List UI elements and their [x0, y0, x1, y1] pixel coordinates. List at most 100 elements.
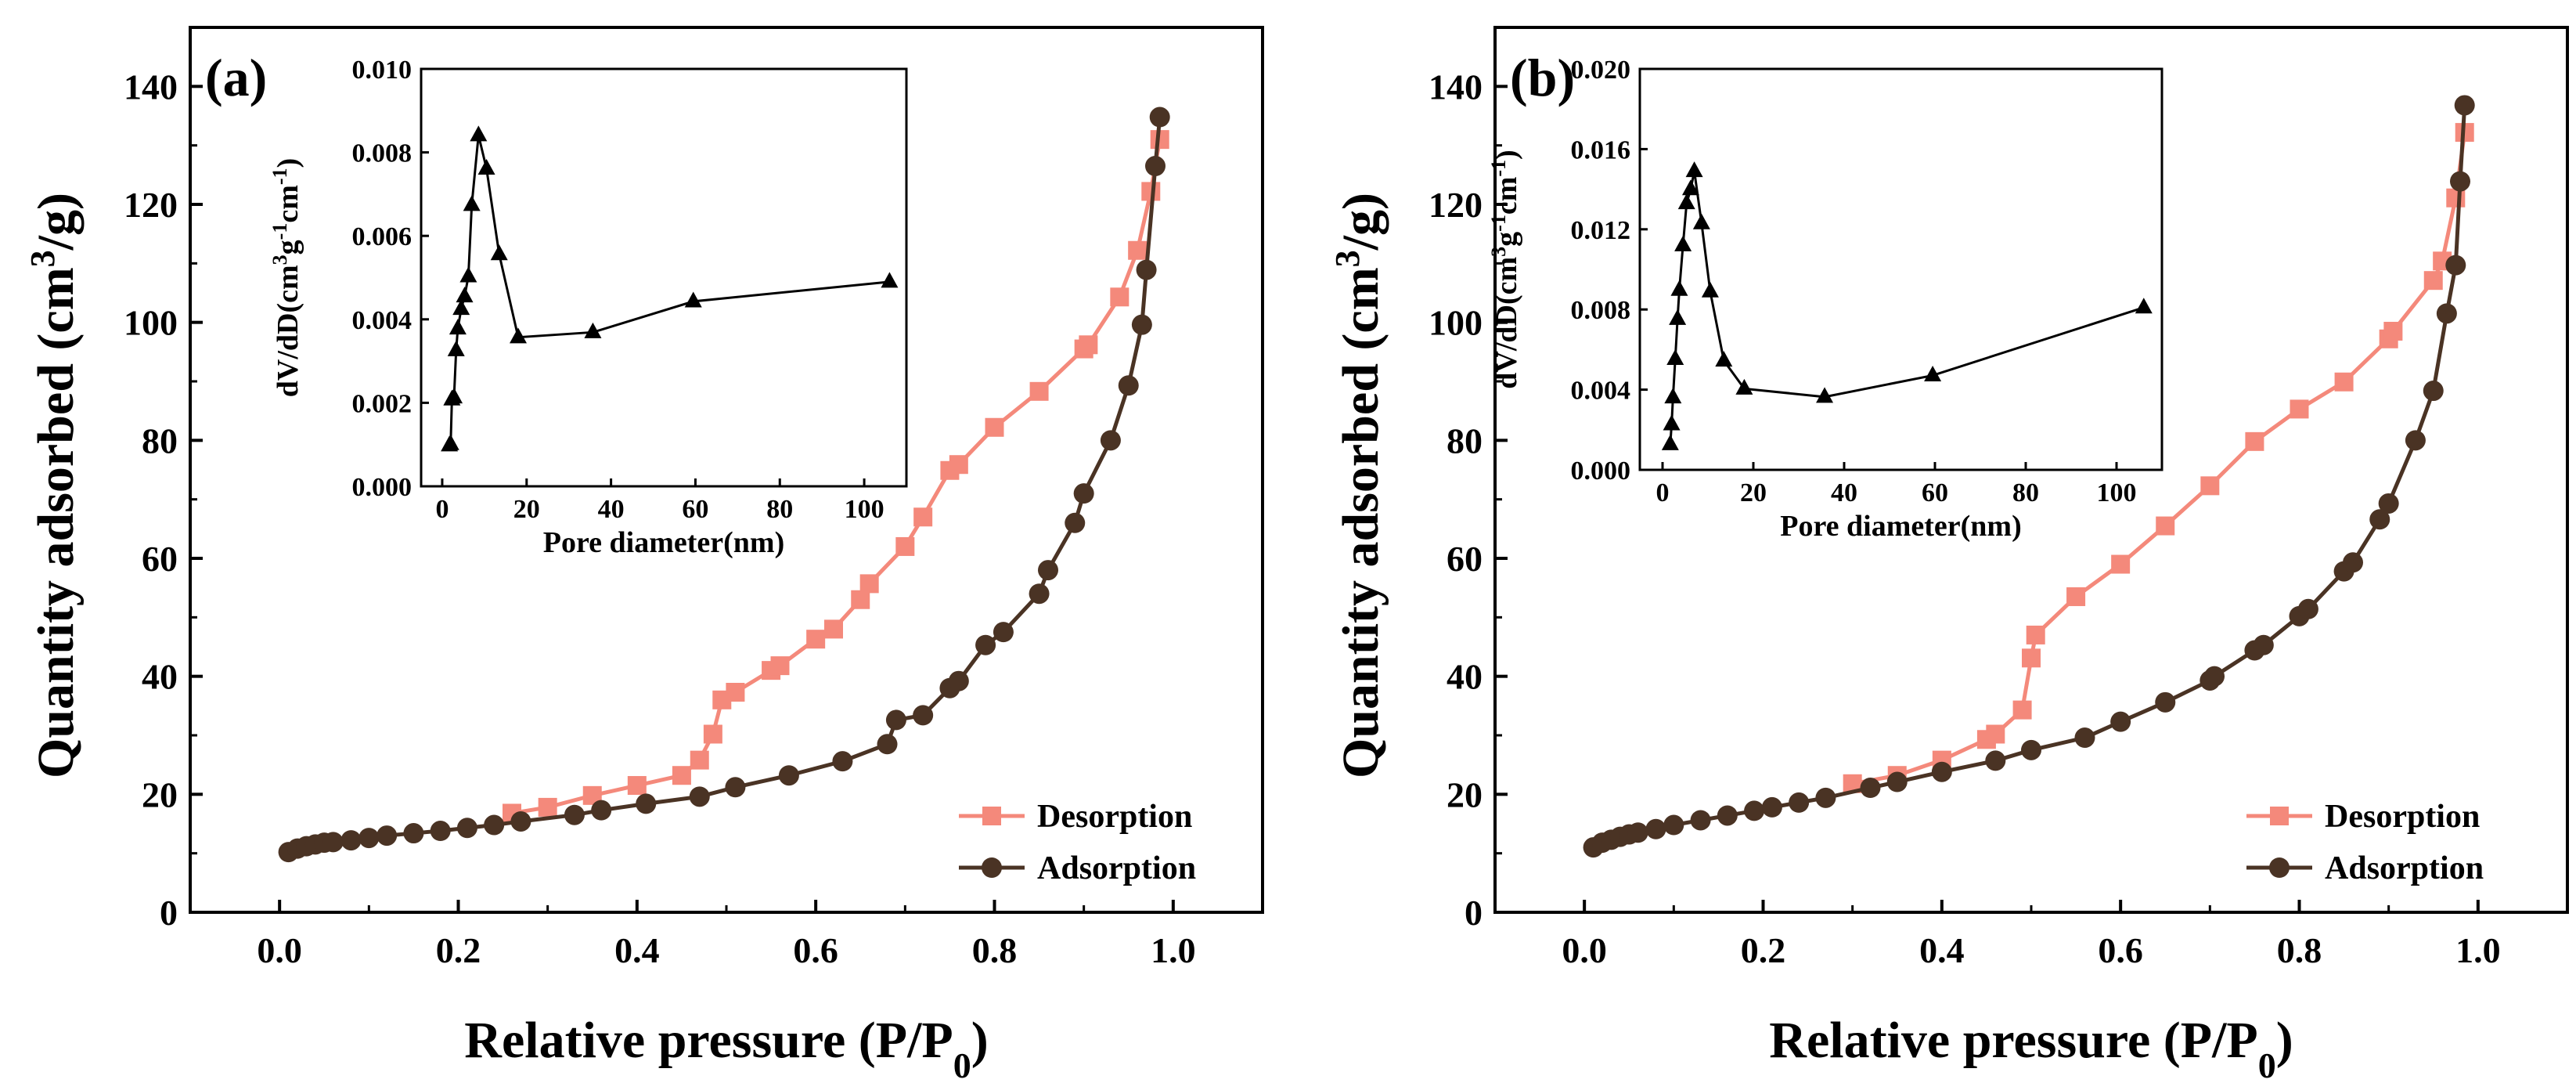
data-point-adsorption [376, 825, 398, 847]
series-adsorption [1583, 95, 2475, 858]
data-point-adsorption [358, 828, 380, 849]
inset-data-point [452, 299, 470, 316]
data-point-desorption [1986, 724, 2005, 744]
x-axis-title: Relative pressure (P/P0) [464, 1012, 988, 1083]
inset-data-point [1670, 280, 1688, 296]
data-point-desorption [1029, 381, 1049, 401]
data-point-desorption [1079, 335, 1098, 355]
inset-data-point [490, 244, 508, 261]
x-tick-label: 0.0 [257, 930, 302, 970]
inset-data-point [1924, 366, 1942, 382]
data-point-adsorption [778, 765, 799, 786]
data-point-desorption [2200, 476, 2220, 496]
inset-data-point [1701, 281, 1719, 298]
y-axis-title-text: Quantity adsorbed (cm [1332, 267, 1389, 778]
inset-y-axis-title-mid: cm [272, 185, 304, 223]
data-point-adsorption [1100, 430, 1121, 451]
data-point-adsorption [877, 734, 898, 755]
data-point-desorption [913, 507, 933, 527]
inset-data-point [463, 195, 481, 211]
inset-data-point [584, 322, 602, 338]
inset-data-point [2135, 298, 2153, 314]
chart-panel-b: 0.0 0.2 0.4 0.6 0.8 1.0 0 20 40 60 80 100 120 140 Rela… [1328, 26, 2569, 1083]
x-axis-title-end: ) [2276, 1012, 2293, 1069]
data-point-adsorption [1118, 375, 1139, 396]
inset-data-point [881, 272, 899, 288]
inset-y-tick-label: 0.000 [1571, 457, 1631, 486]
data-point-adsorption [2405, 430, 2426, 451]
x-axis-title-text: Relative pressure (P/P [464, 1012, 953, 1069]
legend-label-desorption: Desorption [1037, 799, 1192, 835]
data-point-adsorption [636, 793, 657, 814]
data-point-desorption [627, 776, 647, 796]
inset-x-tick-label: 0 [435, 495, 449, 524]
legend-label-adsorption: Adsorption [2325, 850, 2484, 886]
y-tick-label: 120 [124, 185, 178, 225]
inset-y-axis-title-end: ) [272, 158, 304, 168]
inset-x-axis-title: Pore diameter(nm) [543, 526, 784, 559]
inset-data-point [1661, 434, 1679, 450]
inset-data-point [1692, 213, 1710, 229]
x-tick-label: 0.0 [1562, 930, 1607, 970]
data-point-adsorption [1789, 792, 1810, 813]
y-tick-label: 0 [1465, 893, 1483, 933]
data-point-adsorption [689, 786, 710, 807]
data-point-desorption [949, 455, 968, 475]
y-tick-label: 80 [142, 421, 178, 460]
x-tick-label: 0.2 [436, 930, 481, 970]
data-point-desorption [1110, 287, 1129, 307]
inset-data-point [459, 266, 477, 283]
data-point-adsorption [456, 818, 477, 839]
data-point-adsorption [2021, 739, 2041, 760]
y-axis-title-end: /g) [27, 193, 85, 251]
y-tick-label: 60 [1447, 539, 1483, 579]
data-point-adsorption [1717, 805, 1738, 826]
y-tick-label: 140 [1429, 67, 1483, 106]
x-tick-label: 0.8 [972, 930, 1018, 970]
inset-y-tick-label: 0.002 [352, 389, 413, 418]
data-point-desorption [538, 797, 557, 817]
x-axis-title-end: ) [971, 1012, 989, 1069]
data-point-adsorption [340, 830, 362, 851]
data-point-adsorption [1073, 483, 1094, 504]
inset-y-tick-label: 0.010 [352, 56, 413, 85]
inset-chart: 0 20 40 60 80 100 0.000 0.004 0.008 0.012 0.016 0.0… [1487, 56, 2163, 543]
inset-data-point [1677, 193, 1695, 210]
data-point-adsorption [564, 804, 585, 825]
data-point-adsorption [2074, 727, 2095, 749]
y-tick-label: 20 [1447, 774, 1483, 814]
inset-data-point [1685, 161, 1703, 178]
data-point-adsorption [322, 832, 344, 853]
y-axis-title-sup: 3 [23, 250, 62, 267]
data-point-desorption [2423, 271, 2443, 291]
inset-y-axis-title-sup: -1 [1487, 215, 1510, 232]
legend-marker-desorption [982, 807, 1001, 825]
data-point-adsorption [1663, 814, 1684, 836]
inset-x-axis-title: Pore diameter(nm) [1780, 510, 2021, 543]
data-point-adsorption [948, 670, 969, 691]
legend-marker-adsorption [982, 857, 1002, 878]
x-tick-label: 0.2 [1741, 930, 1786, 970]
inset-x-tick-label: 20 [513, 495, 540, 524]
data-point-adsorption [430, 821, 451, 842]
data-point-adsorption [2110, 711, 2131, 732]
data-point-adsorption [2436, 303, 2457, 324]
inset-y-axis-title: dV/dD(cm3g-1cm-1) [268, 158, 305, 397]
inset-y-axis-title-sup: 3 [1487, 247, 1510, 257]
data-point-adsorption [2343, 552, 2363, 573]
data-point-adsorption [832, 751, 853, 772]
inset-data-point [510, 327, 527, 344]
inset-y-tick-label: 0.016 [1571, 135, 1631, 164]
series-adsorption [278, 106, 1170, 863]
inset-y-axis-title-text: dV/dD(cm [1490, 257, 1523, 389]
inset-x-tick-label: 40 [1831, 478, 1857, 507]
y-tick-label: 40 [1447, 657, 1483, 697]
y-tick-label: 0 [160, 893, 178, 933]
legend-marker-adsorption [2269, 857, 2290, 878]
data-point-desorption [824, 619, 843, 639]
data-point-desorption [672, 766, 691, 785]
data-point-adsorption [725, 777, 746, 798]
series-desorption [1843, 123, 2474, 793]
data-point-desorption [2111, 554, 2131, 574]
inset-x-tick-label: 100 [845, 495, 884, 524]
